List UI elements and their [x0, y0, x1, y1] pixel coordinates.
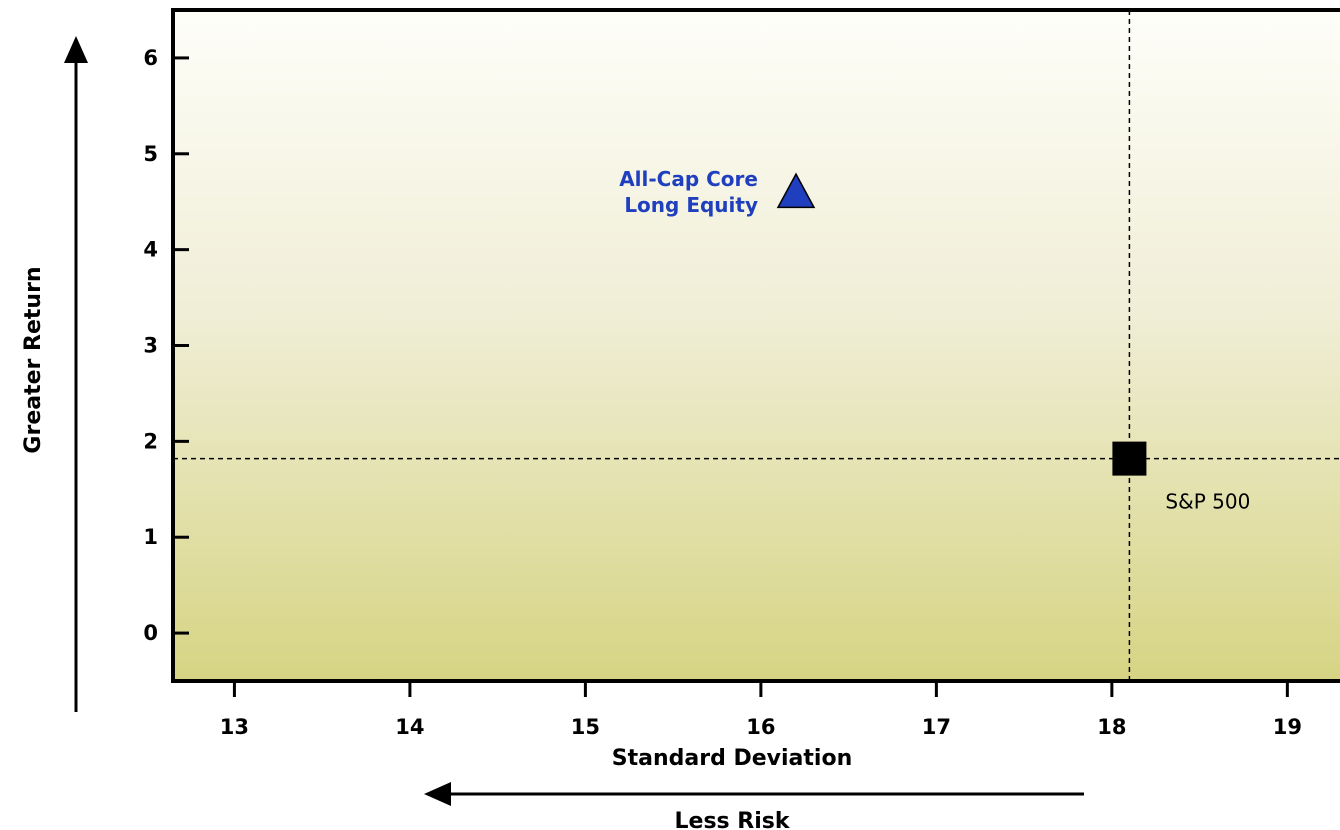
- y-tick-label: 5: [143, 142, 158, 166]
- point-all-cap-core-marker: [776, 172, 816, 209]
- x-tick-label: 19: [1273, 715, 1302, 739]
- x-arrow-label: Less Risk: [675, 809, 791, 830]
- x-tick-label: 16: [746, 715, 775, 739]
- y-tick-label: 4: [143, 238, 158, 262]
- y-tick-label: 2: [143, 429, 158, 453]
- x-tick-label: 13: [220, 715, 249, 739]
- point-all-cap-core-label: All-Cap Core Long Equity: [619, 167, 758, 217]
- x-tick-label: 18: [1097, 715, 1126, 739]
- x-axis-title: Standard Deviation: [612, 746, 852, 771]
- y-axis-title: Greater Return: [21, 266, 46, 453]
- y-tick-label: 1: [143, 525, 158, 549]
- x-tick-label: 14: [395, 715, 424, 739]
- y-tick-label: 3: [143, 334, 158, 358]
- point-sp500-label: S&P 500: [1165, 490, 1250, 514]
- point-sp500-marker: [1112, 441, 1147, 476]
- x-tick-label: 17: [922, 715, 951, 739]
- y-tick-label: 0: [143, 621, 158, 645]
- plot-background: [173, 10, 1340, 681]
- y-tick-label: 6: [143, 46, 158, 70]
- x-tick-label: 15: [571, 715, 600, 739]
